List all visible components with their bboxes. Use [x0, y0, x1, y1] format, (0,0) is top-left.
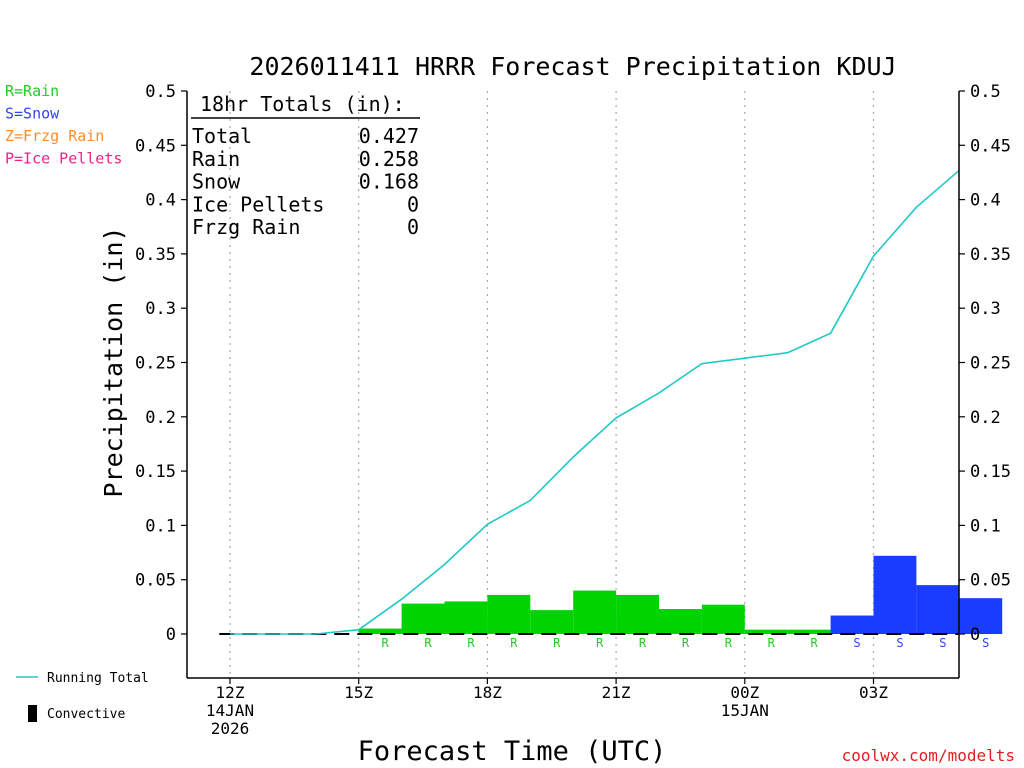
line-legend-label: Convective — [47, 707, 125, 722]
watermark-text: coolwx.com/modelts — [842, 746, 1015, 765]
type-legend-item: P=Ice Pellets — [5, 150, 122, 168]
precip-type-label: R — [510, 636, 518, 650]
y-tick-label: 0.15 — [135, 462, 176, 482]
legend: R=Rain S=Snow Z=Frzg Rain P=Ice Pellets Runn… — [5, 82, 149, 722]
precip-type-label: R — [382, 636, 390, 650]
y-tick-label: 0.3 — [145, 299, 176, 319]
y-tick-label: 0.2 — [970, 408, 1001, 428]
precip-type-label: R — [725, 636, 733, 650]
y-tick-label: 0.25 — [970, 354, 1011, 374]
y-tick-label: 0.5 — [970, 82, 1001, 102]
y-tick-label: 0 — [166, 625, 176, 645]
totals-row-label: Ice Pellets — [192, 192, 324, 216]
y-tick-label: 0.1 — [970, 516, 1001, 536]
x-tick-label: 00Z — [730, 683, 759, 702]
precip-bar — [959, 598, 1003, 634]
precip-bar — [701, 604, 745, 634]
y-tick-label: 0.25 — [135, 354, 176, 374]
precip-type-label: R — [639, 636, 647, 650]
totals-header: 18hr Totals (in): — [200, 92, 405, 116]
y-tick-label: 0.05 — [135, 571, 176, 591]
totals-row-label: Rain — [192, 147, 240, 171]
precip-bar — [787, 629, 831, 634]
x-tick-label: 2026 — [211, 719, 250, 738]
precip-type-label: R — [467, 636, 475, 650]
totals-row-value: 0.258 — [359, 147, 419, 171]
precip-bar — [573, 590, 617, 634]
precip-bar — [830, 615, 874, 634]
precip-bar — [873, 555, 917, 634]
precip-bar — [487, 594, 531, 634]
precip-bar — [744, 629, 788, 634]
y-tick-label: 0 — [970, 625, 980, 645]
chart-title: 2026011411 HRRR Forecast Precipitation K… — [249, 52, 896, 81]
type-legend-item: Z=Frzg Rain — [5, 127, 104, 145]
precip-type-label: R — [424, 636, 432, 650]
x-tick-label: 14JAN — [206, 701, 254, 720]
precip-bar — [358, 628, 402, 634]
running-total-line — [230, 169, 960, 635]
y-tick-label: 0.05 — [970, 571, 1011, 591]
precip-bar — [530, 610, 574, 634]
y-tick-label: 0.35 — [135, 245, 176, 265]
convective-swatch — [28, 705, 37, 722]
precip-type-label: R — [553, 636, 561, 650]
totals-row-label: Total — [192, 124, 252, 148]
totals-row-value: 0 — [407, 215, 419, 239]
y-tick-label: 0.4 — [970, 191, 1001, 211]
x-tick-label: 12Z — [216, 683, 245, 702]
precip-type-label: S — [896, 636, 903, 650]
precip-type-label: S — [853, 636, 860, 650]
precip-type-label: R — [811, 636, 819, 650]
totals-row-value: 0 — [407, 192, 419, 216]
y-tick-label: 0.1 — [145, 516, 176, 536]
type-legend-item: R=Rain — [5, 82, 59, 100]
line-legend-label: Running Total — [47, 671, 149, 686]
precip-bar — [616, 594, 659, 634]
precip-bar — [444, 601, 488, 634]
totals-row-value: 0.168 — [359, 170, 419, 194]
type-legend-item: S=Snow — [5, 105, 60, 123]
totals-row-label: Frzg Rain — [192, 215, 300, 239]
y-tick-label: 0.35 — [970, 245, 1011, 265]
x-tick-label: 15Z — [344, 683, 373, 702]
x-tick-label: 03Z — [859, 683, 888, 702]
precip-type-label: S — [939, 636, 946, 650]
precip-type-label: R — [596, 636, 604, 650]
plot-area: R R R R R R R R R R R S S S S0 00.05 0.050.1 0.10.15 0.150… — [135, 82, 1011, 738]
x-axis-label: Forecast Time (UTC) — [358, 736, 667, 767]
precip-bar — [916, 585, 960, 634]
x-tick-label: 18Z — [473, 683, 502, 702]
precip-bar — [659, 609, 702, 634]
precip-type-label: R — [682, 636, 690, 650]
y-tick-label: 0.5 — [145, 82, 176, 102]
y-tick-label: 0.2 — [145, 408, 176, 428]
precip-bar — [401, 603, 445, 634]
precip-type-label: S — [982, 636, 989, 650]
y-tick-label: 0.3 — [970, 299, 1001, 319]
y-tick-label: 0.45 — [135, 136, 176, 156]
x-tick-label: 21Z — [602, 683, 631, 702]
totals-row-label: Snow — [192, 170, 241, 194]
x-tick-label: 15JAN — [721, 701, 769, 720]
y-axis-label: Precipitation (in) — [99, 227, 128, 498]
y-tick-label: 0.45 — [970, 136, 1011, 156]
totals-row-value: 0.427 — [359, 124, 419, 148]
y-tick-label: 0.15 — [970, 462, 1011, 482]
precip-type-label: R — [768, 636, 776, 650]
y-tick-label: 0.4 — [145, 191, 176, 211]
